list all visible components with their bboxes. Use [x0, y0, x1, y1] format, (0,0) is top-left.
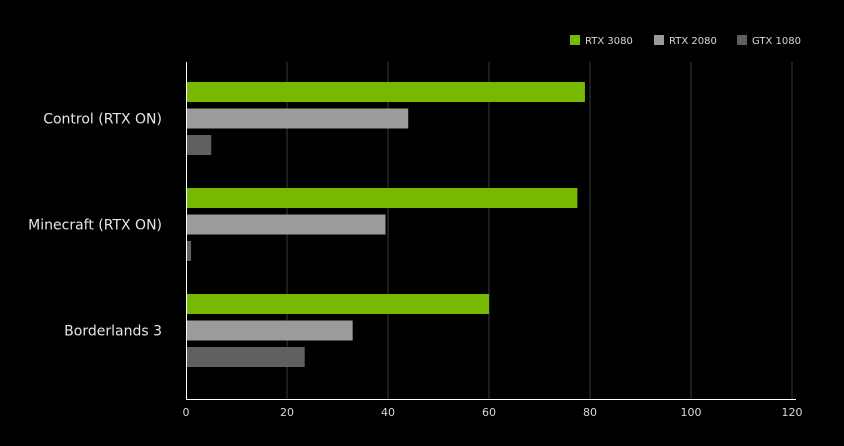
legend-label: RTX 3080 [585, 36, 633, 47]
category-label: Borderlands 3 [64, 324, 162, 340]
x-tick-label: 0 [183, 406, 190, 419]
bars [186, 82, 585, 367]
x-tick-label: 120 [782, 406, 803, 419]
bar [186, 347, 305, 367]
legend-label: GTX 1080 [752, 36, 801, 47]
x-tick-label: 80 [583, 406, 597, 419]
x-tick-label: 100 [681, 406, 702, 419]
legend-item: GTX 1080 [737, 35, 801, 47]
bar [186, 241, 192, 261]
legend: RTX 3080 RTX 2080 GTX 1080 [570, 35, 801, 47]
legend-item: RTX 2080 [654, 35, 717, 47]
legend-label: RTX 2080 [669, 36, 717, 47]
bar [186, 320, 353, 341]
category-label: Minecraft (RTX ON) [28, 218, 162, 234]
bar [186, 82, 585, 102]
legend-item: RTX 3080 [570, 35, 633, 47]
bar [186, 108, 409, 129]
bar [186, 135, 212, 155]
x-tick-labels: 0 20 40 60 80 100 120 [183, 406, 803, 419]
x-tick-label: 60 [482, 406, 496, 419]
bar [186, 188, 578, 208]
category-label: Control (RTX ON) [43, 112, 162, 128]
legend-swatch [570, 35, 580, 45]
category-labels: Control (RTX ON) Minecraft (RTX ON) Border… [28, 112, 162, 340]
x-tick-label: 20 [280, 406, 294, 419]
legend-swatch [737, 35, 747, 45]
axes [186, 62, 796, 400]
legend-swatch [654, 35, 664, 45]
bar [186, 214, 386, 235]
x-tick-label: 40 [381, 406, 395, 419]
bar [186, 294, 489, 314]
